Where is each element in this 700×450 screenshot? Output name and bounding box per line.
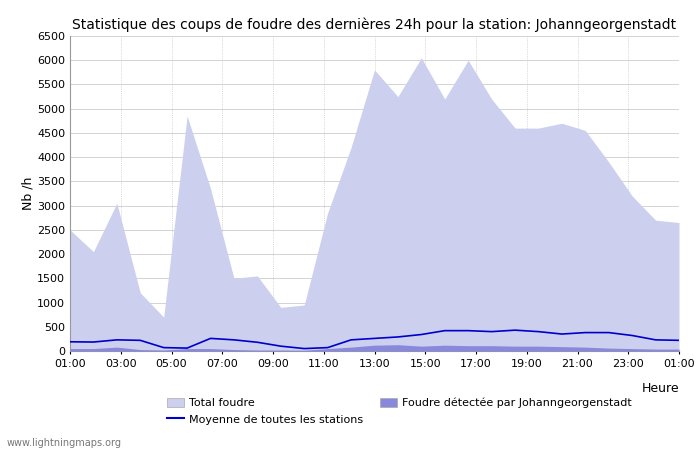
Legend: Total foudre, Moyenne de toutes les stations, Foudre détectée par Johanngeorgens: Total foudre, Moyenne de toutes les stat…: [167, 397, 632, 425]
Text: Heure: Heure: [641, 382, 679, 396]
Title: Statistique des coups de foudre des dernières 24h pour la station: Johanngeorgen: Statistique des coups de foudre des dern…: [72, 18, 677, 32]
Y-axis label: Nb /h: Nb /h: [21, 177, 34, 210]
Text: www.lightningmaps.org: www.lightningmaps.org: [7, 438, 122, 448]
